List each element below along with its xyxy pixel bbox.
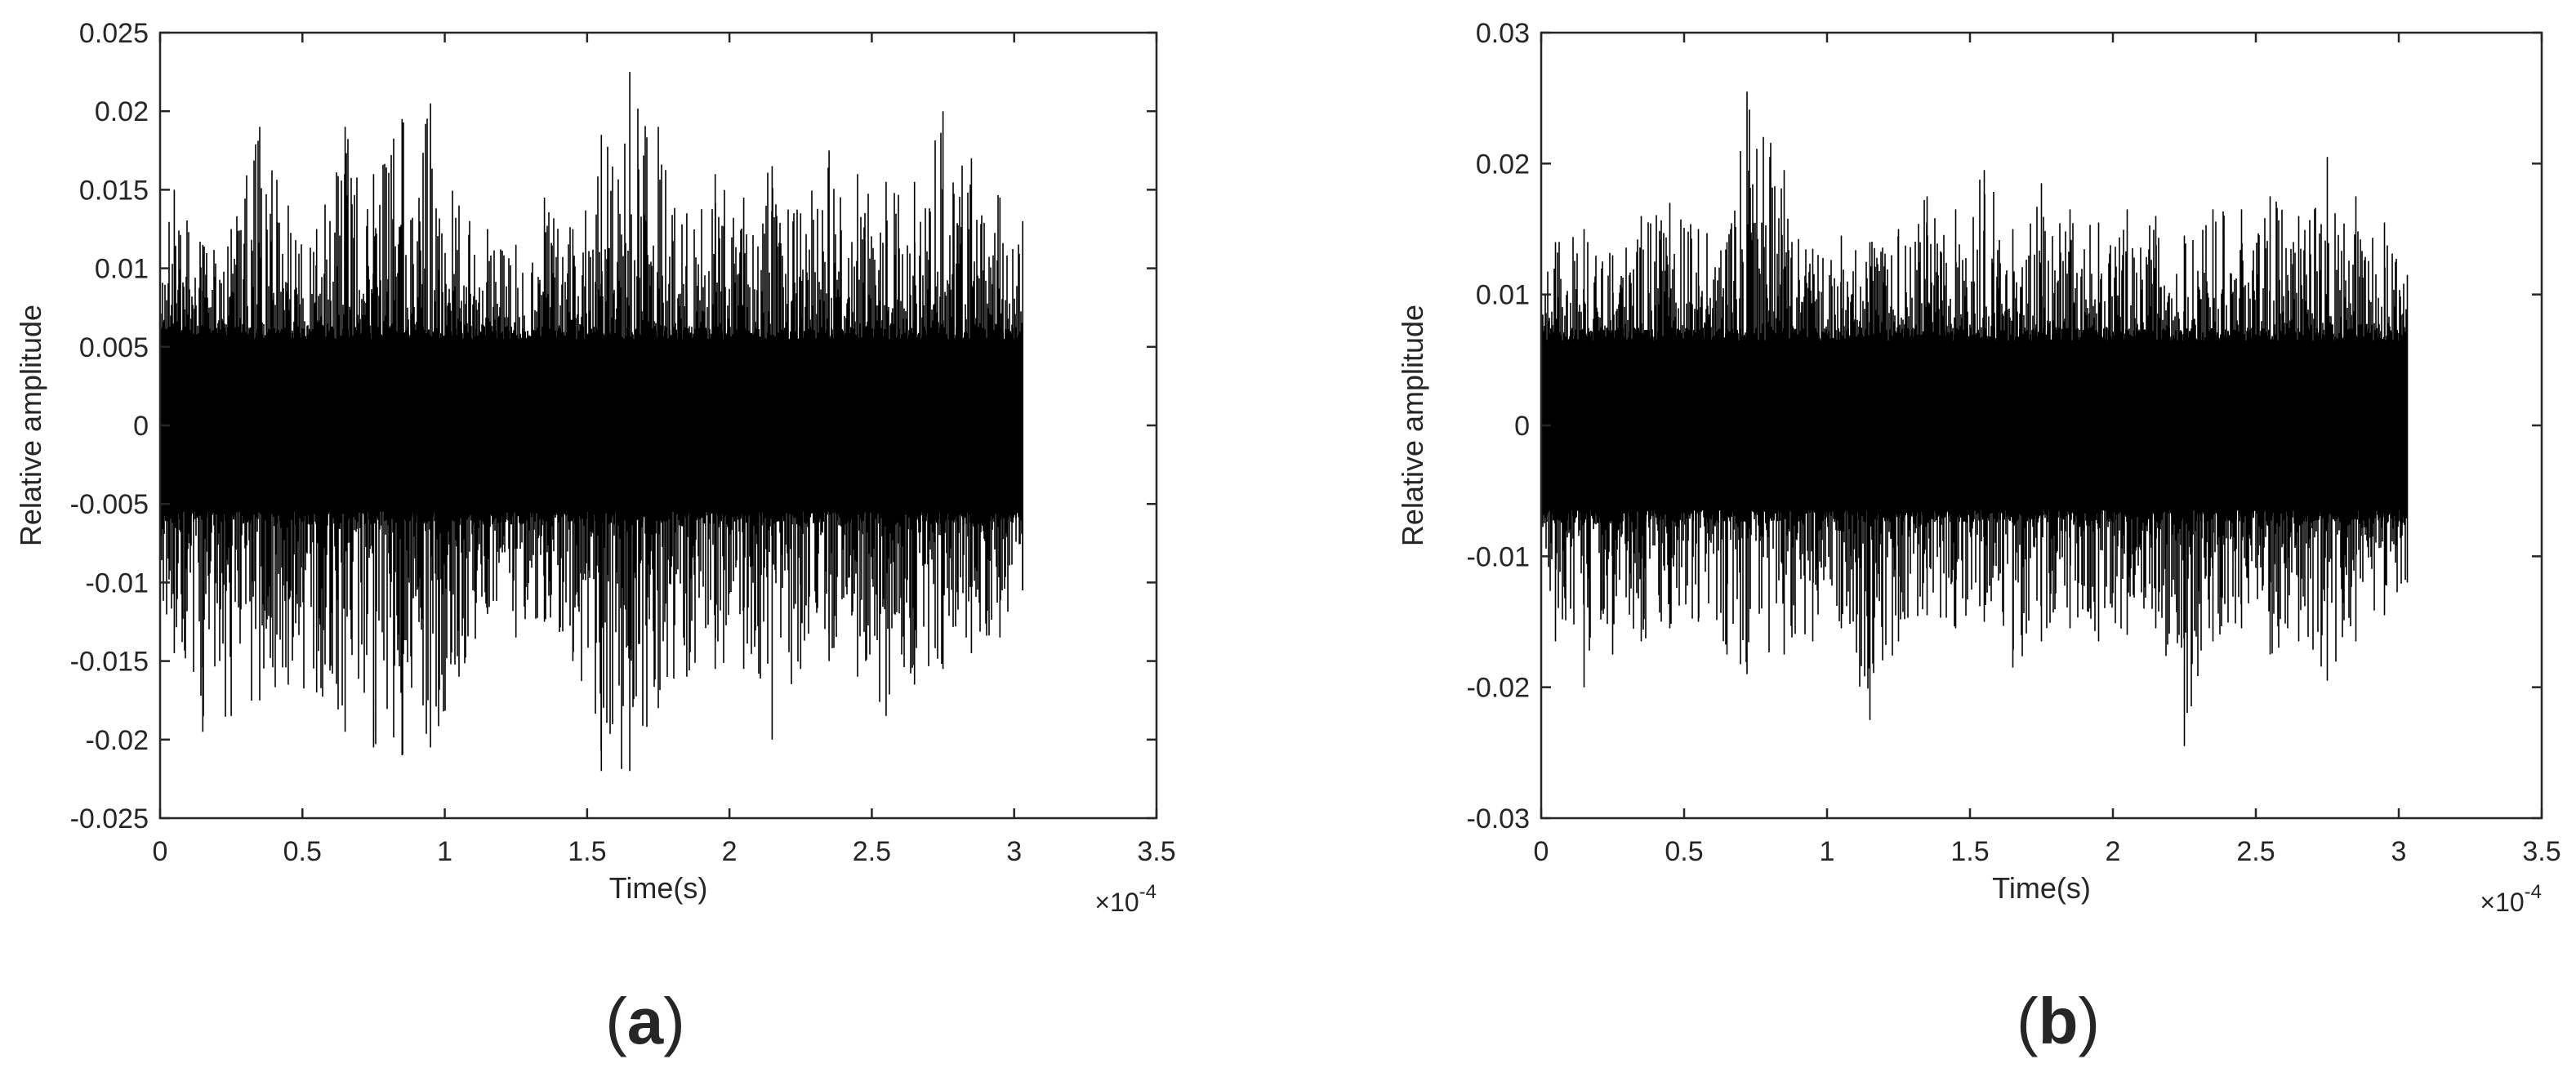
y-axis-label: Relative amplitude: [14, 305, 47, 546]
y-tick-label: -0.025: [70, 803, 149, 834]
chart-panel-a: 0 0.5 1 1.5 2 2.5 3 3.5 -0.025 -0.02 -0.015 -0.01 -0…: [14, 18, 1176, 1057]
y-tick-label: 0.015: [79, 175, 149, 206]
y-tick-label: 0: [1514, 411, 1530, 442]
x-tick-label: 2.5: [853, 836, 891, 867]
x-axis-exponent: ×10-4: [1094, 881, 1157, 917]
y-axis-label: Relative amplitude: [1396, 305, 1429, 546]
signal-core: [159, 326, 1023, 525]
x-tick-label: 0: [1534, 836, 1549, 867]
y-tick-label: 0.01: [1476, 280, 1530, 311]
x-tick-label: 1.5: [1950, 836, 1989, 867]
y-tick-label: 0.025: [79, 18, 149, 49]
y-tick-label: -0.03: [1467, 803, 1531, 834]
y-tick-label: -0.015: [70, 647, 149, 678]
y-tick-label: 0.02: [95, 96, 149, 127]
y-tick-label: 0.03: [1476, 18, 1530, 49]
x-tick-label: 3: [2391, 836, 2407, 867]
signal-core: [1540, 327, 2408, 523]
y-tick-label: 0.02: [1476, 149, 1530, 180]
y-tick-label: -0.02: [86, 725, 149, 756]
x-tick-label: 1: [1820, 836, 1835, 867]
y-tick-label: -0.01: [1467, 541, 1531, 572]
y-tick-label: -0.02: [1467, 673, 1531, 704]
x-tick-label: 1: [437, 836, 452, 867]
x-tick-label: 0: [153, 836, 168, 867]
y-tick-label: 0.005: [79, 332, 149, 363]
y-tick-label: 0: [133, 411, 149, 442]
x-tick-label: 3: [1006, 836, 1022, 867]
y-tick-label: 0.01: [95, 254, 149, 285]
x-axis-label: Time(s): [1992, 871, 2091, 905]
x-tick-label: 2.5: [2236, 836, 2275, 867]
x-tick-label: 2: [2106, 836, 2121, 867]
x-tick-label: 3.5: [1137, 836, 1175, 867]
x-tick-label: 3.5: [2522, 836, 2560, 867]
chart-panel-b: 0 0.5 1 1.5 2 2.5 3 3.5 -0.03 -0.02 -0.01 0 0.01 0.02…: [1396, 18, 2561, 1057]
panel-label: (b): [2017, 985, 2100, 1057]
x-axis-exponent: ×10-4: [2480, 881, 2542, 917]
y-tick-label: -0.005: [70, 489, 149, 520]
y-tick-label: -0.01: [86, 567, 149, 599]
x-tick-label: 1.5: [568, 836, 606, 867]
x-axis-label: Time(s): [609, 871, 708, 905]
x-tick-label: 0.5: [1665, 836, 1703, 867]
x-tick-label: 0.5: [283, 836, 322, 867]
x-tick-label: 2: [722, 836, 738, 867]
panel-label: (a): [605, 985, 685, 1057]
